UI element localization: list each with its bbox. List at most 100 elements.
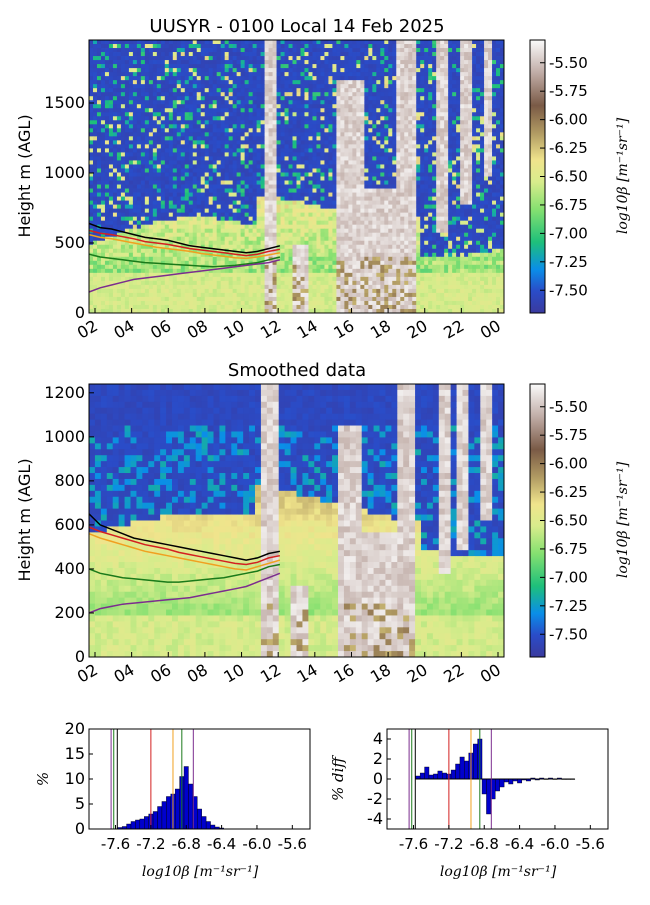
- heatmap-cell: [496, 48, 501, 53]
- heatmap-cell: [116, 136, 122, 141]
- heatmap-cell: [204, 216, 210, 222]
- heatmap-cell: [236, 200, 242, 205]
- heatmap-cell: [348, 116, 353, 121]
- heatmap-cell: [328, 148, 333, 153]
- heatmap-cell: [204, 112, 210, 117]
- heatmap-cell: [264, 156, 269, 161]
- heatmap-cell: [380, 204, 385, 210]
- heatmap-cell: [380, 124, 385, 129]
- heatmap-cell: [296, 164, 301, 169]
- heatmap-cell: [200, 132, 206, 137]
- heatmap-cell: [292, 228, 297, 234]
- heatmap-cell: [200, 108, 206, 113]
- heatmap-cell: [176, 44, 182, 49]
- heatmap-cell: [420, 216, 425, 222]
- heatmap-cell: [132, 80, 138, 85]
- heatmap-cell: [252, 228, 257, 234]
- heatmap-cell: [396, 92, 401, 97]
- heatmap-cell: [288, 180, 293, 185]
- heatmap-cell: [320, 188, 325, 193]
- heatmap-cell: [488, 204, 493, 210]
- heatmap-cell: [344, 144, 349, 149]
- heatmap-cell: [128, 212, 134, 218]
- heatmap-cell: [180, 76, 186, 81]
- heatmap-cell: [300, 84, 305, 89]
- heatmap-cell: [240, 80, 246, 85]
- heatmap-cell: [208, 68, 214, 73]
- heatmap-cell: [180, 184, 186, 189]
- heatmap-cell: [196, 156, 202, 161]
- heatmap-cell: [312, 156, 317, 161]
- heatmap-cell: [180, 220, 186, 226]
- heatmap-cell: [96, 148, 102, 153]
- heatmap-cell: [89, 76, 94, 81]
- heatmap-cell: [500, 80, 505, 85]
- heatmap-cell: [196, 112, 202, 117]
- heatmap-cell: [336, 60, 341, 65]
- heatmap-cell: [156, 84, 162, 89]
- heatmap-cell: [308, 212, 313, 218]
- heatmap-cell: [436, 176, 441, 181]
- heatmap-cell: [396, 132, 401, 137]
- heatmap-cell: [404, 88, 409, 93]
- heatmap-cell: [268, 220, 273, 226]
- heatmap-cell: [116, 180, 122, 185]
- heatmap-cell: [108, 164, 114, 169]
- heatmap-cell: [380, 44, 385, 49]
- heatmap-cell: [100, 84, 106, 89]
- heatmap-cell: [172, 208, 178, 214]
- heatmap-cell: [256, 60, 261, 65]
- heatmap-cell: [224, 168, 230, 173]
- heatmap-cell: [500, 148, 505, 153]
- heatmap-cell: [280, 96, 285, 101]
- heatmap-cell: [340, 100, 345, 105]
- heatmap-cell: [420, 84, 425, 89]
- heatmap-cell: [320, 156, 325, 161]
- heatmap-cell: [172, 128, 178, 133]
- heatmap-cell: [400, 84, 405, 89]
- heatmap-cell: [460, 96, 465, 101]
- heatmap-cell: [252, 88, 257, 93]
- heatmap-cell: [244, 168, 250, 173]
- heatmap-cell: [448, 224, 453, 230]
- heatmap-cell: [364, 60, 369, 65]
- heatmap-cell: [388, 44, 393, 49]
- heatmap-cell: [96, 212, 102, 218]
- heatmap-cell: [132, 164, 138, 169]
- heatmap-cell: [416, 64, 421, 69]
- heatmap-cell: [232, 184, 238, 189]
- heatmap-cell: [464, 48, 469, 53]
- heatmap-cell: [252, 84, 257, 89]
- heatmap-cell: [188, 216, 194, 222]
- heatmap-cell: [248, 184, 254, 189]
- heatmap-cell: [156, 136, 162, 141]
- heatmap-cell: [89, 84, 94, 89]
- heatmap-cell: [216, 120, 222, 125]
- heatmap-cell: [96, 72, 102, 77]
- heatmap-cell: [268, 140, 273, 145]
- heatmap-cell: [144, 60, 150, 65]
- heatmap-cell: [336, 124, 341, 129]
- heatmap-cell: [360, 172, 365, 177]
- heatmap-cell: [476, 164, 481, 169]
- heatmap-cell: [496, 176, 501, 181]
- heatmap-cell: [272, 196, 277, 201]
- heatmap-cell: [104, 40, 110, 45]
- heatmap-cell: [168, 56, 174, 61]
- heatmap-cell: [416, 184, 421, 189]
- heatmap-cell: [188, 176, 194, 181]
- heatmap-cell: [400, 200, 405, 205]
- heatmap-cell: [108, 172, 114, 177]
- heatmap-cell: [236, 68, 242, 73]
- heatmap-cell: [228, 44, 234, 49]
- heatmap-cell: [168, 100, 174, 105]
- heatmap-cell: [244, 164, 250, 169]
- heatmap-cell: [336, 76, 341, 81]
- heatmap-cell: [300, 64, 305, 69]
- heatmap-cell: [308, 88, 313, 93]
- heatmap-cell: [136, 132, 142, 137]
- heatmap-cell: [356, 228, 361, 234]
- heatmap-cell: [180, 68, 186, 73]
- heatmap-cell: [460, 72, 465, 77]
- heatmap-cell: [184, 96, 190, 101]
